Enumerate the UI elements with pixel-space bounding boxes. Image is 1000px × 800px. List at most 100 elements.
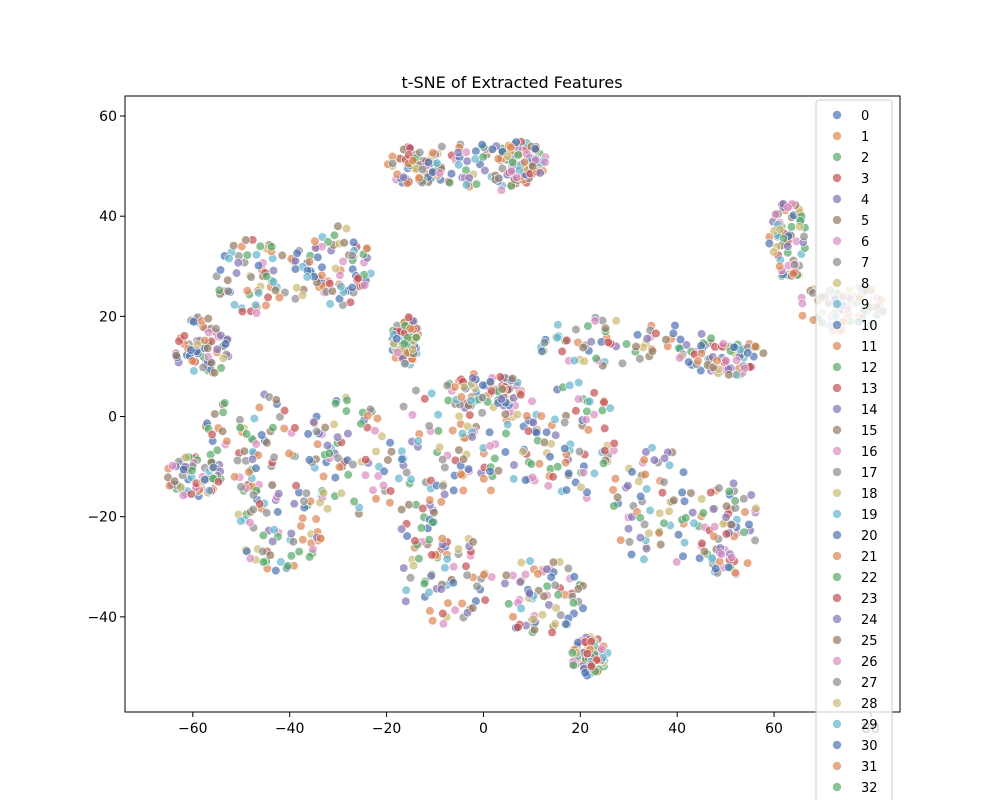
scatter-point (268, 277, 279, 287)
scatter-point (297, 290, 308, 300)
scatter-point (640, 469, 650, 480)
scatter-point (574, 378, 584, 388)
scatter-point (392, 334, 402, 344)
scatter-point (528, 614, 539, 624)
scatter-point (261, 271, 272, 281)
scatter-point (560, 457, 571, 468)
scatter-point (623, 524, 634, 534)
scatter-point (576, 482, 586, 492)
scatter-point (571, 324, 581, 335)
scatter-point (694, 553, 705, 563)
scatter-point (770, 209, 781, 219)
scatter-point (309, 417, 319, 427)
scatter-point (347, 282, 357, 293)
scatter-point (298, 513, 308, 523)
legend-marker (832, 446, 842, 456)
scatter-point (520, 569, 531, 580)
scatter-point (305, 552, 315, 562)
scatter-point (684, 357, 694, 367)
scatter-point (706, 487, 716, 498)
scatter-point (639, 455, 649, 465)
scatter-point (440, 462, 450, 473)
legend-marker (832, 740, 842, 750)
scatter-point (304, 455, 315, 465)
scatter-point (411, 333, 421, 343)
scatter-point (179, 464, 189, 475)
scatter-point (254, 402, 264, 413)
scatter-point (627, 467, 637, 477)
scatter-point (579, 356, 589, 366)
scatter-point (438, 481, 448, 491)
scatter-point (721, 356, 731, 366)
scatter-point (468, 603, 478, 613)
x-tick-label: 0 (479, 721, 488, 737)
scatter-point (486, 386, 497, 396)
y-tick-label: 0 (108, 410, 117, 426)
scatter-point (186, 345, 196, 355)
scatter-point (237, 307, 247, 317)
scatter-point (567, 648, 578, 658)
scatter-point (415, 147, 425, 158)
scatter-point (407, 410, 418, 420)
scatter-point (454, 411, 464, 421)
scatter-point (432, 158, 442, 168)
scatter-point (461, 561, 471, 571)
scatter-point (621, 339, 632, 349)
scatter-point (626, 549, 637, 560)
scatter-point (402, 467, 412, 478)
legend-marker (832, 509, 842, 519)
scatter-point (750, 341, 761, 352)
scatter-point (723, 562, 734, 572)
scatter-point (262, 508, 272, 518)
scatter-point (616, 535, 626, 545)
scatter-point (586, 637, 596, 647)
scatter-point (204, 327, 214, 338)
scatter-point (541, 427, 552, 437)
scatter-point (678, 551, 688, 561)
scatter-point (428, 148, 438, 158)
x-axis: −60−40−20020406080 (178, 712, 880, 737)
scatter-point (244, 467, 254, 477)
scatter-point (210, 409, 220, 419)
scatter-point (583, 321, 593, 331)
scatter-point (778, 234, 789, 244)
scatter-point (214, 285, 224, 295)
scatter-point (318, 488, 329, 498)
scatter-point (746, 490, 756, 500)
scatter-point (414, 173, 424, 183)
scatter-point (547, 627, 557, 638)
scatter-point (726, 519, 736, 530)
scatter-point (356, 419, 366, 429)
scatter-point (797, 298, 807, 309)
scatter-point (501, 428, 511, 439)
scatter-point (477, 408, 487, 418)
legend-label: 1 (861, 130, 869, 145)
scatter-point (276, 557, 286, 567)
scatter-point (721, 501, 732, 511)
scatter-point (578, 342, 588, 353)
scatter-point (386, 486, 396, 496)
scatter-point (623, 481, 633, 491)
scatter-point (343, 470, 353, 480)
scatter-point (267, 480, 277, 490)
legend-label: 17 (861, 466, 878, 481)
scatter-point (268, 423, 278, 433)
scatter-point (583, 425, 594, 435)
legend-items: 0123456789101112131415161718192021222324… (832, 109, 878, 796)
scatter-point (634, 476, 644, 487)
scatter-point (427, 388, 437, 399)
scatter-point (427, 550, 437, 560)
scatter-point (333, 221, 343, 231)
scatter-point (377, 431, 387, 441)
scatter-point (339, 238, 349, 248)
scatter-point (301, 488, 312, 498)
scatter-point (258, 546, 268, 557)
scatter-point (368, 485, 378, 495)
scatter-point (371, 494, 381, 504)
scatter-point (673, 530, 684, 540)
legend-box (815, 99, 893, 800)
scatter-point (641, 447, 651, 457)
scatter-point (768, 247, 779, 257)
y-tick-label: 40 (99, 209, 117, 225)
scatter-point (582, 648, 592, 659)
